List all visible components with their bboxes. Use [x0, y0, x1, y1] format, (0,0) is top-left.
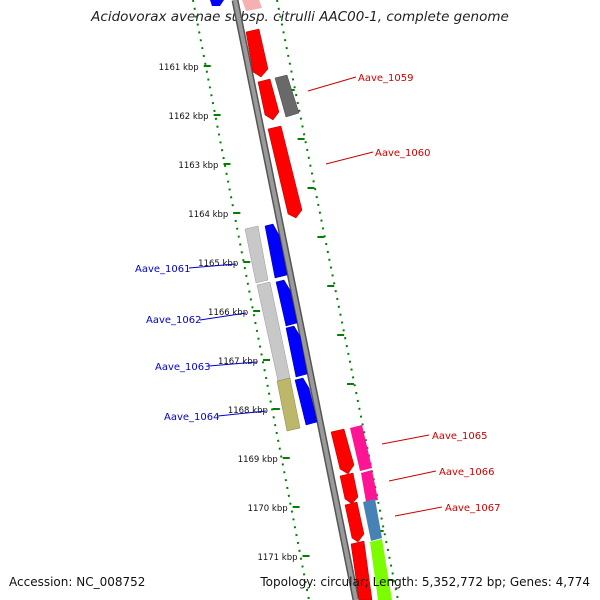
ruler-label: 1169 kbp — [238, 455, 278, 465]
cog-block — [363, 499, 382, 541]
ruler-label: 1165 kbp — [198, 259, 238, 269]
ruler-label: 1163 kbp — [178, 161, 218, 171]
leader-line — [394, 506, 443, 517]
left-dotted-track — [192, 0, 310, 600]
gene-arrow[interactable] — [210, 0, 224, 6]
ruler-label: 1164 kbp — [188, 210, 228, 220]
gene-label-aave-1067[interactable]: Aave_1067 — [445, 503, 501, 514]
ruler-labels: 1161 kbp 1162 kbp 1163 kbp 1164 kbp 1165 kbp… — [159, 63, 298, 563]
forward-strand-genes — [210, 0, 318, 432]
gene-label-aave-1065[interactable]: Aave_1065 — [432, 431, 488, 442]
gene-arrow[interactable] — [330, 428, 355, 475]
leader-line — [307, 76, 357, 92]
genome-title: Acidovorax avenae subsp. citrulli AAC00-… — [91, 9, 509, 25]
gene-label-aave-1059[interactable]: Aave_1059 — [358, 73, 414, 84]
cog-block — [274, 74, 300, 118]
ruler-label: 1162 kbp — [169, 112, 209, 122]
ruler-label: 1168 kbp — [228, 406, 268, 416]
cog-block — [244, 225, 269, 284]
cog-block — [370, 539, 392, 600]
leader-line — [208, 361, 258, 367]
gene-arrow[interactable] — [245, 28, 269, 78]
gene-arrow[interactable] — [339, 472, 359, 505]
reverse-strand-genes — [242, 0, 392, 600]
gene-label-aave-1060[interactable]: Aave_1060 — [375, 148, 431, 159]
gene-arrow[interactable] — [242, 0, 262, 11]
gene-arrow[interactable] — [344, 501, 365, 543]
leader-line — [325, 151, 374, 165]
cog-block — [276, 377, 301, 432]
gene-labels: Aave_1059 Aave_1060 Aave_1061 Aave_1062 … — [135, 73, 501, 517]
cog-block — [350, 425, 372, 471]
ruler-label: 1171 kbp — [257, 553, 297, 563]
leader-line — [388, 470, 437, 482]
cog-block — [361, 470, 378, 502]
gene-arrow[interactable] — [285, 325, 308, 378]
gene-arrow[interactable] — [294, 377, 318, 426]
ruler-label: 1170 kbp — [248, 504, 288, 514]
gene-arrow[interactable] — [275, 279, 298, 327]
ruler-label: 1161 kbp — [159, 63, 199, 73]
gene-label-aave-1062[interactable]: Aave_1062 — [146, 315, 202, 326]
gene-label-aave-1064[interactable]: Aave_1064 — [164, 412, 220, 423]
leader-line — [199, 312, 247, 321]
ruler-label: 1167 kbp — [218, 357, 258, 367]
leader-line — [381, 434, 430, 445]
ruler-label: 1166 kbp — [208, 308, 248, 318]
gene-arrow[interactable] — [350, 540, 373, 600]
leader-line — [188, 263, 237, 269]
genome-summary-text: Topology: circular; Length: 5,352,772 bp… — [260, 575, 590, 589]
backbone — [233, 0, 358, 600]
accession-text: Accession: NC_008752 — [9, 575, 146, 589]
gene-arrow[interactable] — [264, 223, 288, 279]
gene-arrow[interactable] — [257, 78, 280, 121]
leader-line — [217, 410, 267, 417]
gene-label-aave-1061[interactable]: Aave_1061 — [135, 264, 191, 275]
gene-arrow[interactable] — [267, 125, 303, 219]
gene-label-aave-1063[interactable]: Aave_1063 — [155, 362, 211, 373]
gene-label-aave-1066[interactable]: Aave_1066 — [439, 467, 495, 478]
